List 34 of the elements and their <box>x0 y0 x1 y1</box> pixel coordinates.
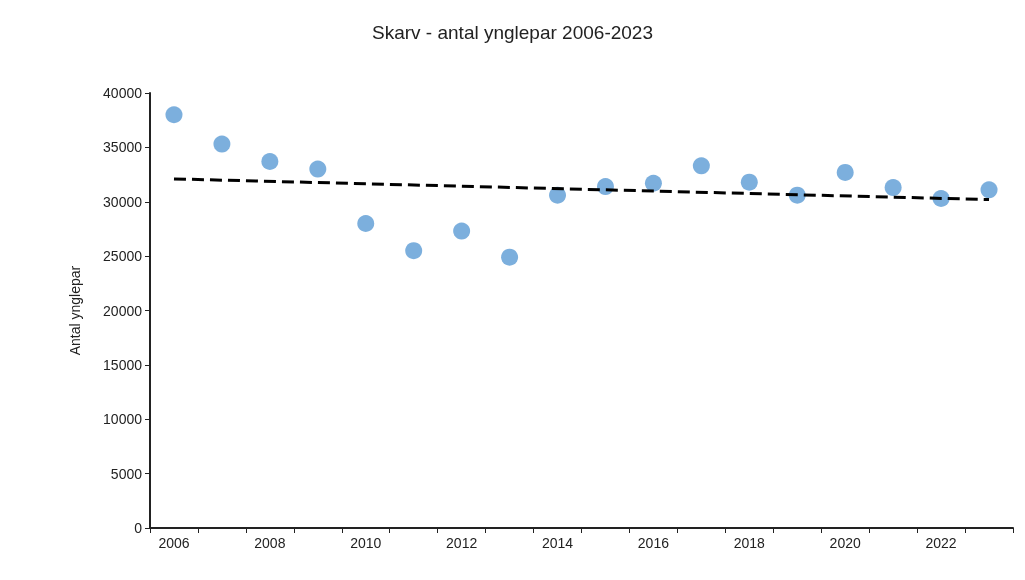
x-tick-label: 2010 <box>350 535 382 551</box>
y-tick-label: 35000 <box>103 139 143 156</box>
y-tick-label: 0 <box>134 520 143 536</box>
y-tick-label: 20000 <box>103 302 143 319</box>
point <box>405 242 423 260</box>
y-tick-label: 5000 <box>110 465 143 482</box>
point <box>501 248 519 266</box>
x-tick-label: 2022 <box>925 535 957 551</box>
point <box>884 179 902 197</box>
x-tick-label: 2016 <box>637 535 670 551</box>
x-tick-label: 2012 <box>446 535 478 551</box>
point <box>836 163 854 181</box>
y-axis-title: Antal ynglepar <box>67 265 83 356</box>
point <box>261 153 279 171</box>
x-tick-label: 2006 <box>158 535 190 551</box>
y-tick-label: 40000 <box>103 85 143 101</box>
x-tick-label: 2020 <box>829 535 861 551</box>
point <box>213 135 231 153</box>
y-tick-label: 10000 <box>103 411 143 428</box>
x-tick-label: 2008 <box>254 535 286 551</box>
point <box>644 174 662 192</box>
point <box>165 106 183 124</box>
chart-title: Skarv - antal ynglepar 2006-2023 <box>372 22 653 43</box>
x-tick-label: 2018 <box>733 535 766 551</box>
y-tick-label: 25000 <box>103 248 143 265</box>
point <box>692 157 710 175</box>
point <box>980 181 998 199</box>
y-tick-label: 15000 <box>103 356 143 373</box>
x-tick-label: 2014 <box>541 535 574 551</box>
point <box>309 160 327 178</box>
point <box>357 215 375 232</box>
y-tick-label: 30000 <box>103 193 143 210</box>
point <box>740 173 758 191</box>
point <box>453 222 471 240</box>
